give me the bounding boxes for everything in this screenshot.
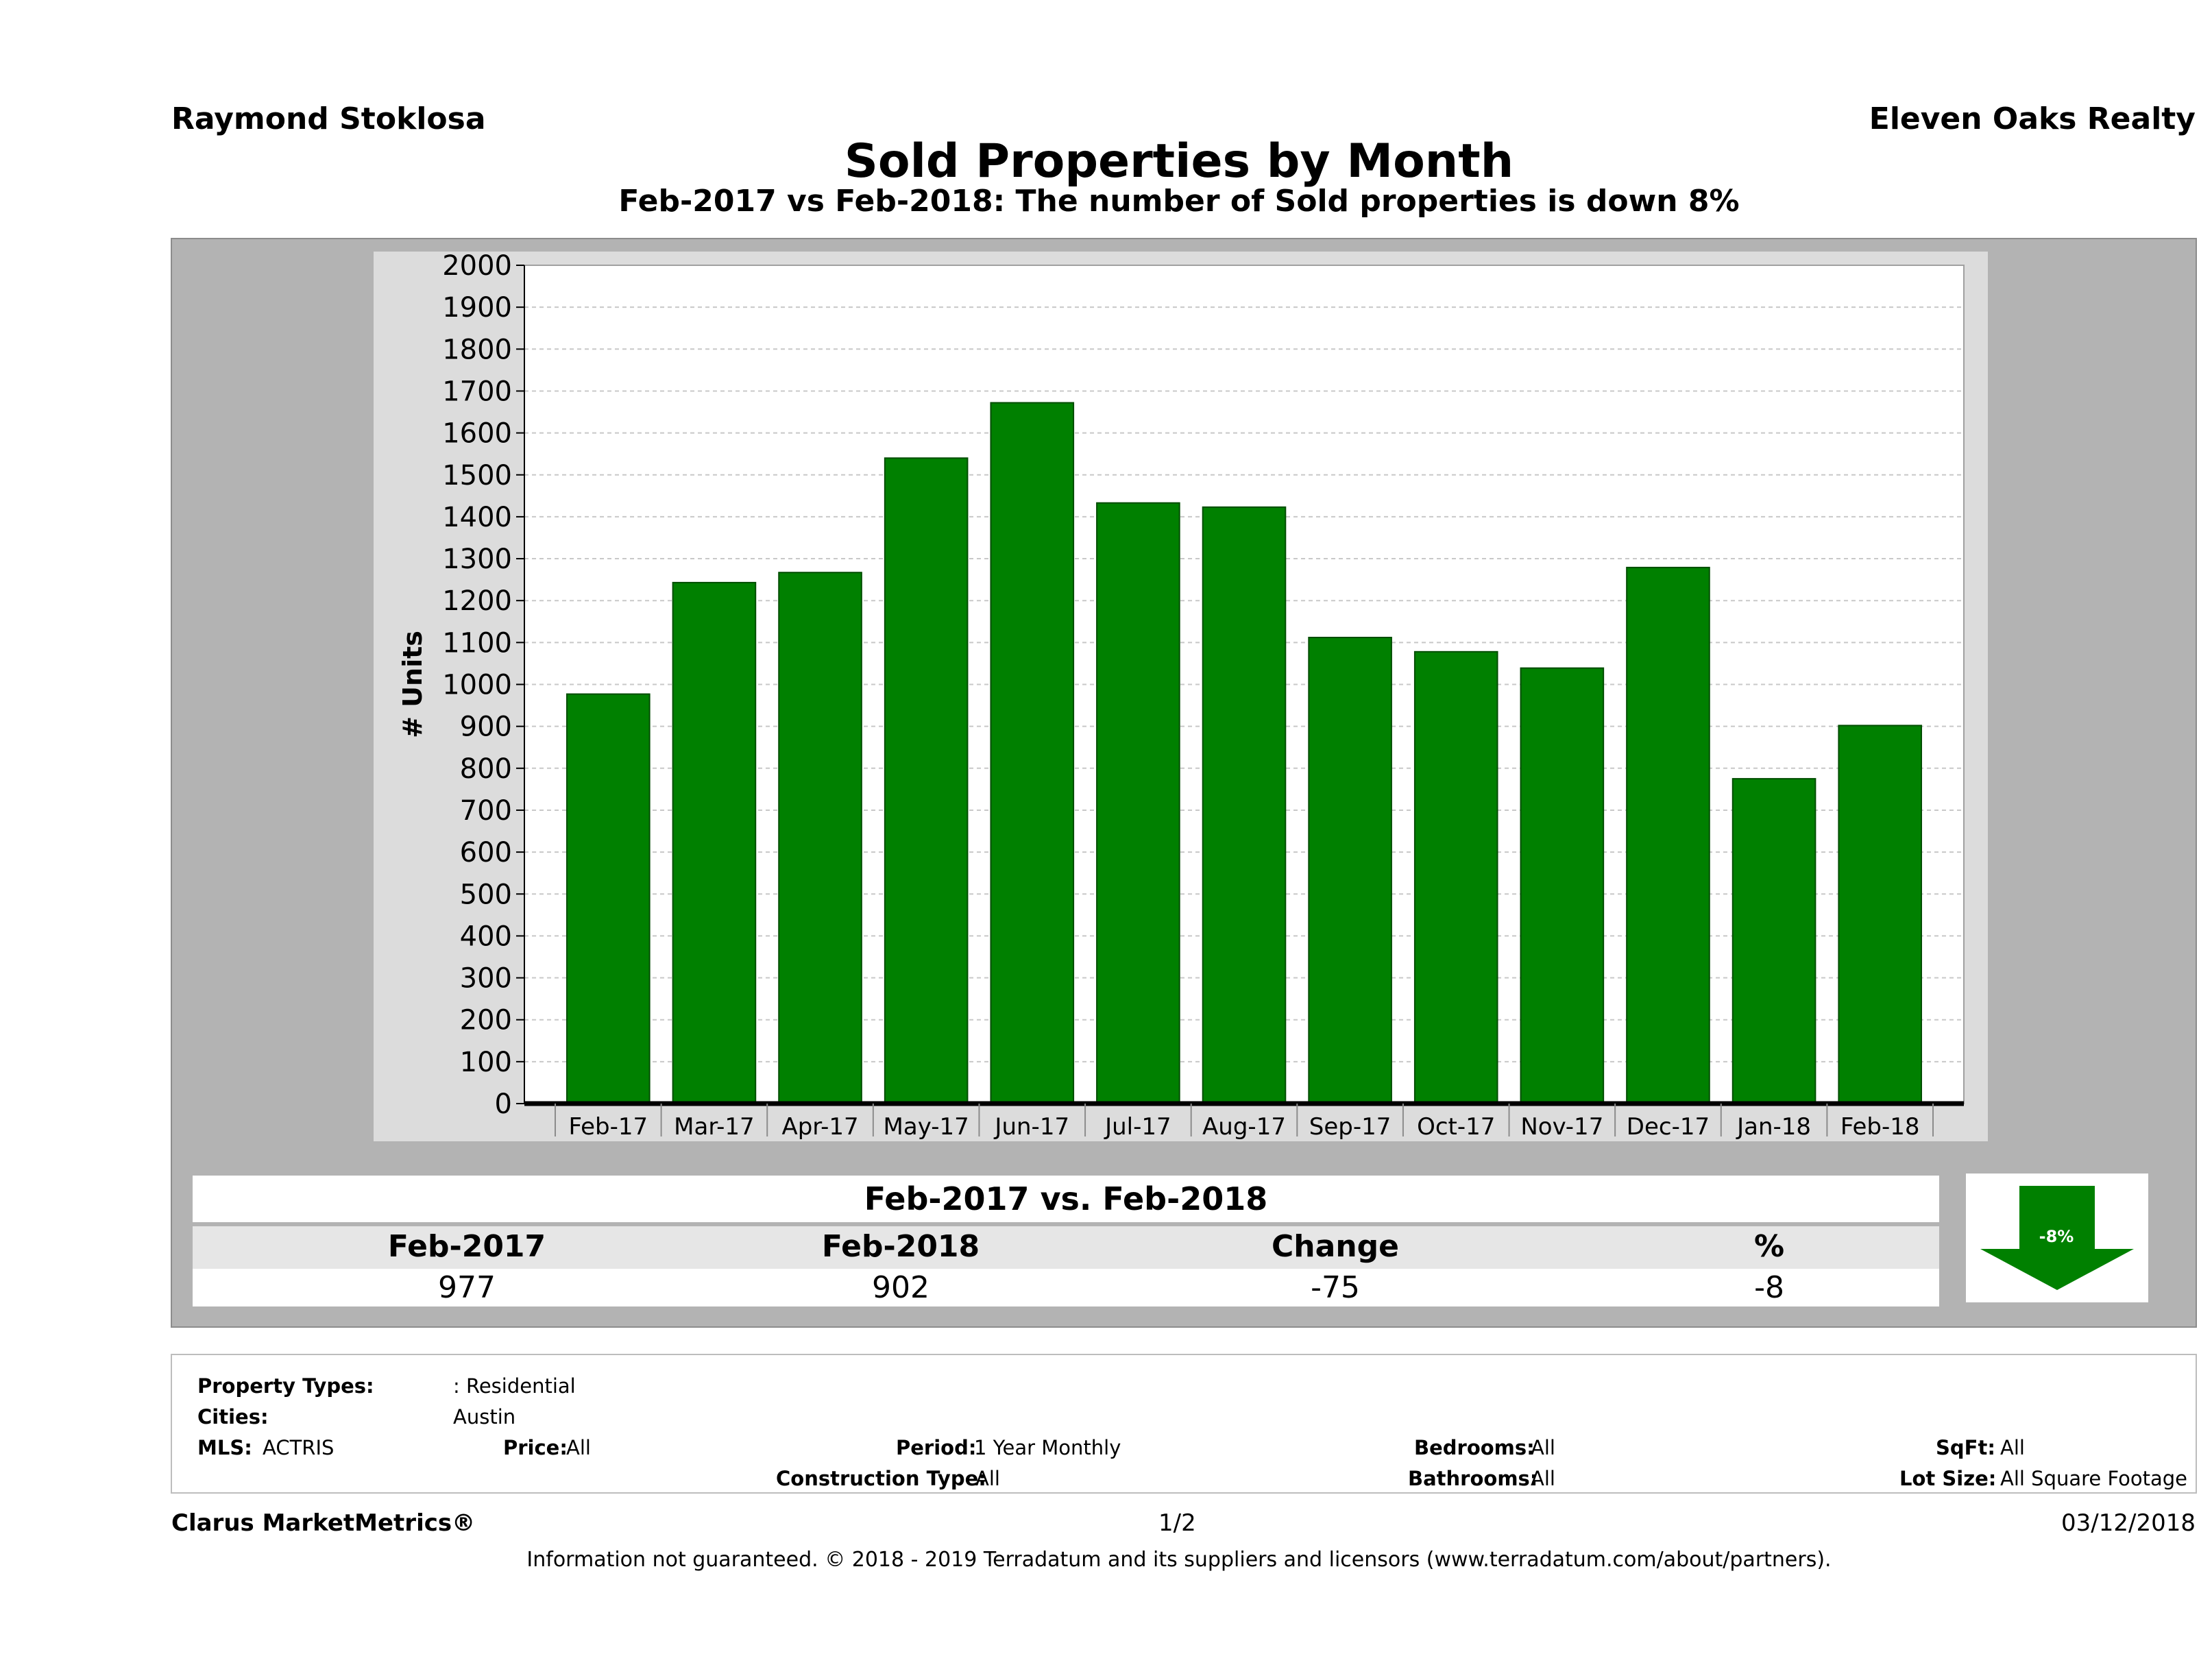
bar-feb-18 xyxy=(1838,725,1922,1104)
broker-name: Eleven Oaks Realty xyxy=(1869,101,2196,136)
report-title: Sold Properties by Month xyxy=(844,134,1514,189)
lot-size-value: All Square Footage xyxy=(2000,1467,2188,1490)
bar-nov-17 xyxy=(1520,667,1605,1104)
x-tick-label: Feb-18 xyxy=(1840,1113,1920,1141)
bar-mar-17 xyxy=(672,581,757,1104)
summary-header-feb2018: Feb-2018 xyxy=(821,1229,980,1264)
period-value: 1 Year Monthly xyxy=(974,1436,1121,1459)
lot-size-label: Lot Size: xyxy=(1899,1467,1997,1490)
period-label: Period: xyxy=(896,1436,977,1459)
x-tick-label: Jul-17 xyxy=(1104,1113,1171,1141)
bar-dec-17 xyxy=(1626,566,1710,1105)
change-indicator-label: -8% xyxy=(2039,1227,2074,1246)
report-date: 03/12/2018 xyxy=(2061,1509,2196,1537)
bathrooms-label: Bathrooms: xyxy=(1408,1467,1538,1490)
summary-header-percent: % xyxy=(1753,1229,1785,1264)
bar-jun-17 xyxy=(990,402,1075,1104)
y-tick-label: 1500 xyxy=(442,460,512,491)
bedrooms-value: All xyxy=(1531,1436,1555,1459)
bar-oct-17 xyxy=(1413,650,1498,1104)
x-tick-label: Aug-17 xyxy=(1202,1113,1286,1141)
mls-value: ACTRIS xyxy=(263,1436,335,1459)
down-arrow-icon xyxy=(1980,1186,2134,1290)
y-tick-label: 1000 xyxy=(442,670,512,701)
y-tick-label: 1900 xyxy=(442,292,512,324)
bar-sep-17 xyxy=(1308,637,1392,1104)
bar-may-17 xyxy=(884,457,969,1105)
y-tick-label: 1300 xyxy=(442,544,512,575)
property-types-value: : Residential xyxy=(453,1374,576,1398)
x-tick-label: May-17 xyxy=(884,1113,969,1141)
y-axis-label: # Units xyxy=(398,631,428,738)
property-types-label: Property Types: xyxy=(197,1374,374,1398)
change-indicator xyxy=(1966,1174,2148,1302)
disclaimer: Information not guaranteed. © 2018 - 201… xyxy=(526,1548,1832,1572)
y-tick-label: 200 xyxy=(460,1005,512,1036)
x-tick-label: Jan-18 xyxy=(1736,1113,1811,1141)
y-tick-label: 900 xyxy=(460,712,512,743)
x-tick-label: Feb-17 xyxy=(568,1113,648,1141)
bar-apr-17 xyxy=(778,572,862,1104)
price-value: All xyxy=(566,1436,591,1459)
summary-value-percent: -8 xyxy=(1754,1270,1784,1305)
x-tick-label: Apr-17 xyxy=(781,1113,858,1141)
footer-brand: Clarus MarketMetrics® xyxy=(171,1509,476,1537)
price-label: Price: xyxy=(503,1436,568,1459)
y-tick-label: 1200 xyxy=(442,585,512,617)
construction-type-label: Construction Type: xyxy=(776,1467,986,1490)
y-tick-label: 1600 xyxy=(442,418,512,450)
sold-properties-bar-chart: 0 100 200 300 400 500 600 700 800 900 1000 1100 1200… xyxy=(398,252,1965,1141)
summary-header-row: Feb-2017 Feb-2018 Change % xyxy=(193,1226,1939,1269)
cities-value: Austin xyxy=(453,1405,516,1428)
bathrooms-value: All xyxy=(1531,1467,1555,1490)
summary-value-feb2017: 977 xyxy=(438,1270,496,1305)
x-tick-label: Mar-17 xyxy=(674,1113,755,1141)
report-subtitle: Feb-2017 vs Feb-2018: The number of Sold… xyxy=(618,184,1740,219)
y-tick-label: 100 xyxy=(460,1047,512,1078)
construction-type-value: All xyxy=(975,1467,1000,1490)
sqft-value: All xyxy=(2000,1436,2025,1459)
y-tick-label: 500 xyxy=(460,879,512,910)
y-tick-label: 1700 xyxy=(442,376,512,407)
summary-header-change: Change xyxy=(1272,1229,1399,1264)
y-tick-label: 800 xyxy=(460,753,512,785)
x-tick-label: Nov-17 xyxy=(1520,1113,1603,1141)
sqft-label: SqFt: xyxy=(1936,1436,1995,1459)
agent-name: Raymond Stoklosa xyxy=(171,101,486,136)
cities-label: Cities: xyxy=(197,1405,269,1428)
y-tick-label: 300 xyxy=(460,963,512,995)
y-tick-label: 600 xyxy=(460,837,512,868)
summary-value-row: 977 902 -75 -8 xyxy=(193,1269,1939,1306)
y-tick-label: 1400 xyxy=(442,502,512,533)
bar-jul-17 xyxy=(1096,502,1180,1104)
x-tick-label: Jun-17 xyxy=(993,1113,1069,1141)
page-number: 1/2 xyxy=(1158,1509,1196,1537)
mls-label: MLS: xyxy=(197,1436,252,1459)
x-tick-label: Dec-17 xyxy=(1627,1113,1710,1141)
summary-value-change: -75 xyxy=(1311,1270,1360,1305)
search-criteria: Property Types: : Residential Cities: Au… xyxy=(171,1354,2197,1494)
y-tick-label: 700 xyxy=(460,795,512,827)
x-tick-label: Oct-17 xyxy=(1417,1113,1495,1141)
bar-feb-17 xyxy=(566,693,651,1104)
summary-title: Feb-2017 vs. Feb-2018 xyxy=(193,1176,1939,1222)
x-tick-label: Sep-17 xyxy=(1309,1113,1391,1141)
y-tick-label: 1100 xyxy=(442,627,512,659)
summary-value-feb2018: 902 xyxy=(872,1270,929,1305)
bar-aug-17 xyxy=(1202,506,1287,1104)
y-tick-label: 400 xyxy=(460,921,512,952)
bar-jan-18 xyxy=(1731,778,1816,1105)
y-tick-label: 0 xyxy=(495,1089,512,1120)
y-tick-label: 1800 xyxy=(442,334,512,365)
summary-header-feb2017: Feb-2017 xyxy=(387,1229,546,1264)
y-tick-label: 2000 xyxy=(442,252,512,282)
bedrooms-label: Bedrooms: xyxy=(1414,1436,1535,1459)
